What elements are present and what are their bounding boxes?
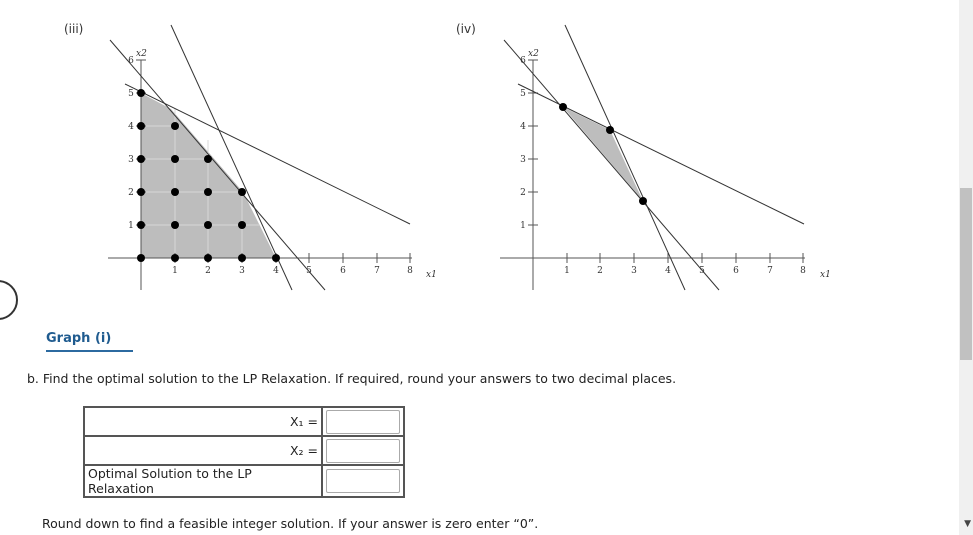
x-tick-label: 8 <box>407 266 413 276</box>
constraint-line-2 <box>170 24 293 291</box>
x2-input-cell <box>321 435 405 466</box>
y-axis-label: x2 <box>528 49 539 59</box>
integer-points <box>137 89 280 262</box>
x-tick-label: 4 <box>665 266 671 276</box>
x-tick-label: 6 <box>733 266 739 276</box>
y-tick-label: 6 <box>520 56 526 66</box>
x2-label: X₂ = <box>83 435 323 466</box>
table-row: X₂ = <box>83 435 405 466</box>
optimal-input-cell <box>321 464 405 498</box>
x2-input[interactable] <box>326 438 400 463</box>
x-tick-label: 8 <box>800 266 806 276</box>
constraint-line-2 <box>564 24 686 291</box>
vertical-scrollbar[interactable]: ▼ <box>959 0 973 535</box>
graph-iv: 1 2 3 4 5 6 7 8 1 2 3 4 5 6 x1 x2 (iv) <box>390 0 840 300</box>
graph-iii: 1 2 3 4 5 6 7 8 1 2 3 4 5 6 x1 x2 (iii) <box>0 0 450 300</box>
y-tick-label: 4 <box>128 122 134 132</box>
x-tick-label: 1 <box>172 266 178 276</box>
feasible-region <box>563 107 643 201</box>
constraint-line-3 <box>124 83 411 225</box>
x-axis-label: x1 <box>426 270 437 280</box>
x-tick-label: 2 <box>597 266 603 276</box>
y-axis-label: x2 <box>136 49 147 59</box>
optimal-solution-input[interactable] <box>326 469 400 493</box>
x-tick-label: 3 <box>239 266 245 276</box>
y-tick-label: 2 <box>520 188 526 198</box>
graph-iv-svg: 1 2 3 4 5 6 7 8 1 2 3 4 5 6 x1 x2 <box>500 24 831 291</box>
x-tick-label: 3 <box>631 266 637 276</box>
x-tick-label: 4 <box>273 266 279 276</box>
vertex-points <box>559 103 647 205</box>
optimal-solution-label: Optimal Solution to the LP Relaxation <box>83 464 323 498</box>
y-tick-label: 3 <box>520 155 526 165</box>
y-tick-label: 6 <box>128 56 134 66</box>
y-tick-label: 5 <box>520 89 526 99</box>
scroll-thumb[interactable] <box>960 188 972 360</box>
x-tick-label: 1 <box>564 266 570 276</box>
constraint-line-1 <box>503 39 720 291</box>
table-row: X₁ = <box>83 406 405 437</box>
graph-iii-svg: 1 2 3 4 5 6 7 8 1 2 3 4 5 6 x1 x2 <box>108 24 437 291</box>
x1-input-cell <box>321 406 405 437</box>
answer-table: X₁ = X₂ = Optimal Solution to the LP Rel… <box>83 406 405 498</box>
x-tick-label: 5 <box>306 266 312 276</box>
y-tick-label: 3 <box>128 155 134 165</box>
y-tick-label: 5 <box>128 89 134 99</box>
graph-iii-label: (iii) <box>64 22 84 36</box>
x1-input[interactable] <box>326 409 400 434</box>
x-tick-label: 6 <box>340 266 346 276</box>
graph-iv-label: (iv) <box>456 22 476 36</box>
scroll-down-arrow-icon[interactable]: ▼ <box>964 519 971 529</box>
x-tick-label: 5 <box>699 266 705 276</box>
x-tick-label: 7 <box>374 266 380 276</box>
table-row: Optimal Solution to the LP Relaxation <box>83 464 405 498</box>
x-axis-label: x1 <box>820 270 831 280</box>
question-text: b. Find the optimal solution to the LP R… <box>27 371 677 386</box>
x-ticks <box>566 253 804 263</box>
x1-label: X₁ = <box>83 406 323 437</box>
y-tick-label: 2 <box>128 188 134 198</box>
graph-i-link[interactable]: Graph (i) <box>46 331 133 352</box>
x-tick-label: 2 <box>205 266 211 276</box>
constraint-line-1 <box>109 39 326 291</box>
y-tick-label: 4 <box>520 122 526 132</box>
x-tick-label: 7 <box>767 266 773 276</box>
y-tick-label: 1 <box>128 221 134 231</box>
instruction-text: Round down to find a feasible integer so… <box>42 516 539 531</box>
y-tick-label: 1 <box>520 221 526 231</box>
